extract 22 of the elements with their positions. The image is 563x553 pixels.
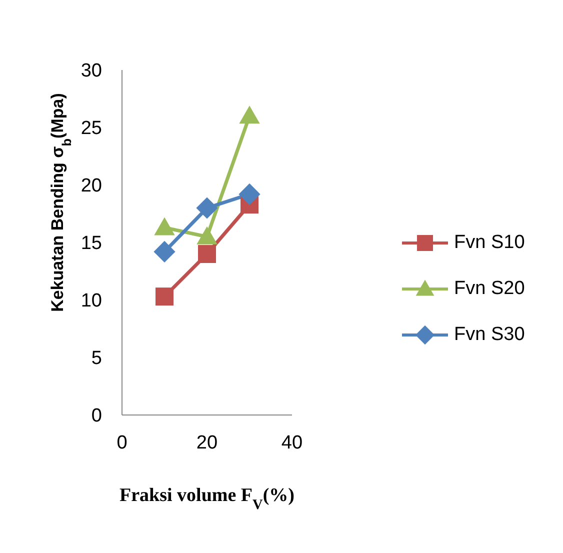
y-tick-label: 15 xyxy=(80,233,102,254)
point xyxy=(154,217,175,236)
point xyxy=(156,288,174,306)
legend-label: Fvn S20 xyxy=(454,278,525,300)
y-tick-label: 25 xyxy=(80,118,102,140)
legend-label: Fvn S10 xyxy=(454,232,525,254)
y-tick-label: 0 xyxy=(91,406,102,427)
y-tick-label: 5 xyxy=(91,348,102,370)
x-tick-label: 0 xyxy=(116,432,128,454)
y-tick-label: 10 xyxy=(80,290,102,312)
y-tick-label: 20 xyxy=(80,176,102,197)
point xyxy=(196,226,218,244)
legend-label: Fvn S30 xyxy=(454,324,525,346)
point xyxy=(238,183,260,205)
x-tick-label: 20 xyxy=(196,432,218,454)
point xyxy=(239,106,260,124)
point xyxy=(198,245,216,263)
point xyxy=(154,240,176,262)
x-axis-title: Fraksi volume F$_{V}$(%) xyxy=(120,485,294,513)
y-tick-label: 30 xyxy=(80,60,102,82)
point xyxy=(196,197,218,219)
x-tick-label: 40 xyxy=(281,432,303,454)
